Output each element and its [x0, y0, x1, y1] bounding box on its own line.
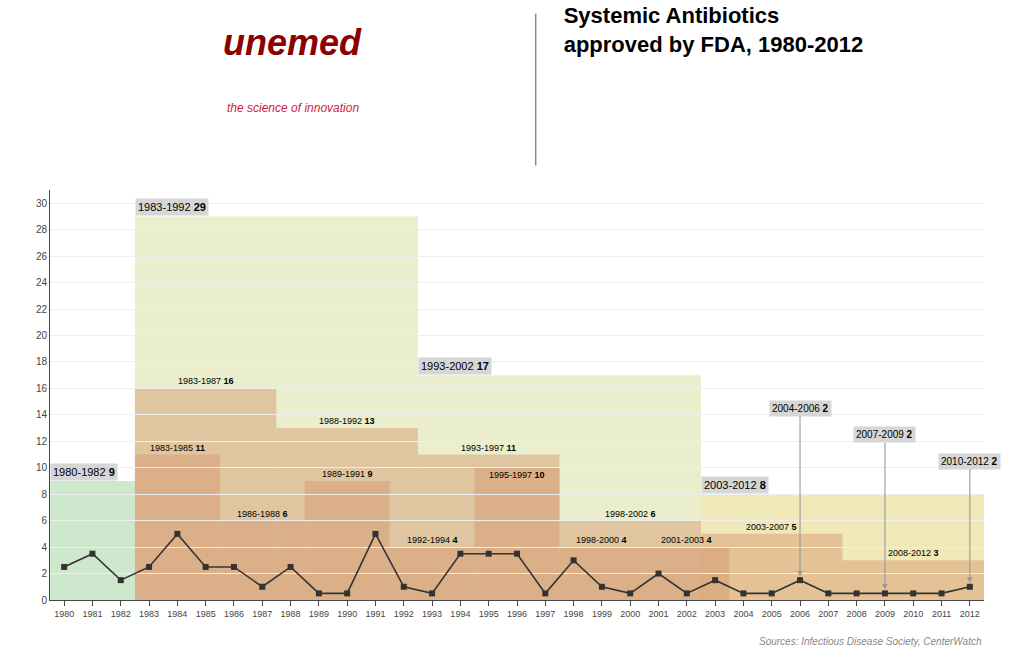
svg-text:1999: 1999	[592, 609, 612, 619]
svg-text:1992: 1992	[394, 609, 414, 619]
svg-text:1994: 1994	[450, 609, 470, 619]
svg-text:1982: 1982	[111, 609, 131, 619]
svg-text:2002: 2002	[677, 609, 697, 619]
svg-text:1993-2002 17: 1993-2002 17	[421, 360, 489, 372]
svg-text:14: 14	[36, 409, 48, 420]
svg-text:30: 30	[36, 198, 48, 209]
svg-text:24: 24	[36, 277, 48, 288]
svg-text:1988: 1988	[281, 609, 301, 619]
svg-text:1983: 1983	[139, 609, 159, 619]
svg-text:2004-2006 2: 2004-2006 2	[772, 403, 829, 414]
svg-text:28: 28	[36, 224, 48, 235]
svg-text:1993-1997 11: 1993-1997 11	[461, 443, 516, 453]
svg-text:6: 6	[41, 515, 47, 526]
svg-text:2003-2012 8: 2003-2012 8	[704, 479, 766, 491]
svg-text:unemed: unemed	[223, 22, 362, 63]
svg-text:22: 22	[36, 304, 48, 315]
svg-text:1991: 1991	[365, 609, 385, 619]
svg-text:1980-1982 9: 1980-1982 9	[53, 466, 115, 478]
svg-text:1996: 1996	[507, 609, 527, 619]
svg-text:1986-1988 6: 1986-1988 6	[237, 509, 288, 519]
svg-text:1998: 1998	[564, 609, 584, 619]
svg-text:10: 10	[36, 462, 48, 473]
svg-text:Systemic Antibioticsapproved b: Systemic Antibioticsapproved by FDA, 198…	[564, 3, 864, 57]
svg-text:the science of innovation: the science of innovation	[227, 101, 359, 115]
svg-text:8: 8	[41, 489, 47, 500]
svg-text:2012: 2012	[960, 609, 980, 619]
svg-text:2001-2003 4: 2001-2003 4	[661, 535, 712, 545]
svg-text:2003-2007 5: 2003-2007 5	[746, 522, 797, 532]
svg-text:2007: 2007	[818, 609, 838, 619]
svg-text:2001: 2001	[649, 609, 669, 619]
svg-text:1987: 1987	[252, 609, 272, 619]
svg-text:2: 2	[41, 568, 47, 579]
svg-text:1995: 1995	[479, 609, 499, 619]
svg-text:1989: 1989	[309, 609, 329, 619]
svg-text:1993: 1993	[422, 609, 442, 619]
svg-text:1983-1987 16: 1983-1987 16	[178, 376, 234, 386]
svg-text:26: 26	[36, 251, 48, 262]
svg-text:1984: 1984	[167, 609, 187, 619]
svg-text:1981: 1981	[82, 609, 102, 619]
svg-text:2011: 2011	[932, 609, 951, 619]
svg-text:1992-1994 4: 1992-1994 4	[407, 535, 458, 545]
svg-text:1998-2000 4: 1998-2000 4	[576, 535, 627, 545]
svg-text:2000: 2000	[620, 609, 640, 619]
svg-text:1995-1997 10: 1995-1997 10	[489, 470, 545, 480]
svg-text:4: 4	[41, 542, 47, 553]
svg-text:2010-2012 2: 2010-2012 2	[941, 456, 998, 467]
svg-text:1985: 1985	[196, 609, 216, 619]
svg-text:1990: 1990	[337, 609, 357, 619]
svg-text:2004: 2004	[733, 609, 753, 619]
svg-text:2007-2009 2: 2007-2009 2	[856, 429, 913, 440]
svg-text:20: 20	[36, 330, 48, 341]
svg-text:2006: 2006	[790, 609, 810, 619]
svg-text:1998-2002 6: 1998-2002 6	[605, 509, 656, 519]
svg-text:2009: 2009	[875, 609, 895, 619]
svg-text:16: 16	[36, 383, 48, 394]
svg-text:0: 0	[41, 595, 47, 606]
svg-text:2003: 2003	[705, 609, 725, 619]
svg-text:1988-1992 13: 1988-1992 13	[319, 416, 375, 426]
svg-text:1980: 1980	[54, 609, 74, 619]
svg-text:12: 12	[36, 436, 48, 447]
svg-text:1983-1985 11: 1983-1985 11	[150, 443, 205, 453]
svg-text:2010: 2010	[903, 609, 923, 619]
svg-text:18: 18	[36, 356, 48, 367]
svg-text:1989-1991 9: 1989-1991 9	[322, 469, 373, 479]
svg-text:1997: 1997	[535, 609, 555, 619]
svg-text:Sources: Infectious Disease So: Sources: Infectious Disease Society, Cen…	[759, 636, 982, 647]
svg-text:2008-2012 3: 2008-2012 3	[888, 548, 939, 558]
svg-text:1986: 1986	[224, 609, 244, 619]
svg-text:2008: 2008	[847, 609, 867, 619]
svg-text:2005: 2005	[762, 609, 782, 619]
svg-text:1983-1992 29: 1983-1992 29	[138, 201, 206, 213]
